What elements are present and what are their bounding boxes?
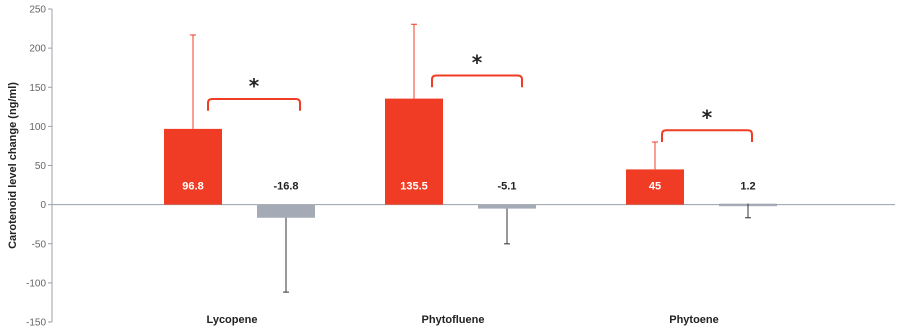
bar-lycopene-series1 [164, 128, 222, 205]
bar-phytoene-series1 [626, 169, 684, 205]
y-tick-label: -50 [32, 239, 47, 250]
bar-phytofluene-series2 [478, 204, 536, 209]
category-label: Lycopene [207, 314, 258, 326]
bar-lycopene-series2 [257, 204, 315, 218]
y-tick-label: 150 [29, 83, 46, 94]
bar-phytofluene-series1 [385, 98, 443, 205]
category-label: Phytofluene [422, 314, 485, 326]
significance-asterisk: * [472, 51, 483, 75]
significance-asterisk: * [702, 105, 713, 129]
data-label: 135.5 [400, 181, 428, 193]
y-tick-label: 250 [29, 5, 46, 16]
significance-bracket [207, 97, 301, 111]
significance-bracket [431, 74, 523, 88]
significance-bracket [661, 129, 753, 143]
y-tick-label: 0 [40, 200, 46, 211]
y-tick-label: 50 [35, 161, 47, 172]
y-tick-label: 200 [29, 44, 46, 55]
data-label: 1.2 [740, 181, 755, 193]
y-tick-label: -150 [26, 318, 46, 329]
y-tick-label: -100 [26, 278, 46, 289]
data-label: 45 [649, 181, 661, 193]
data-label: -16.8 [273, 181, 298, 193]
data-label: -5.1 [498, 181, 517, 193]
category-label: Phytoene [669, 314, 719, 326]
y-tick-label: 100 [29, 122, 46, 133]
y-axis-title: Carotenoid level change (ng/ml) [7, 82, 19, 249]
significance-asterisk: * [249, 74, 260, 98]
data-label: 96.8 [182, 181, 203, 193]
